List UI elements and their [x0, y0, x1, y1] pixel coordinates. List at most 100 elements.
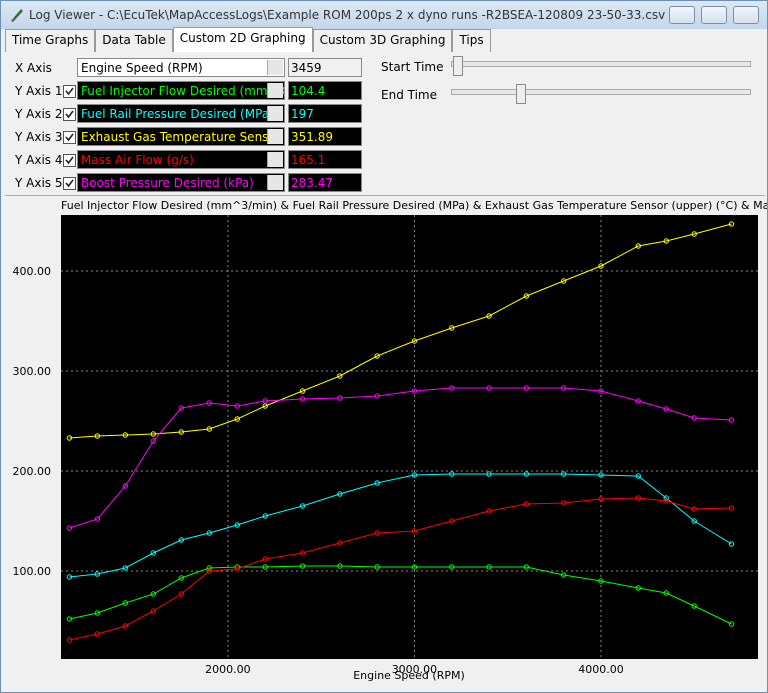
y-axis-combo[interactable]: Mass Air Flow (g/s) [77, 150, 285, 169]
y-tick-label: 300.00 [13, 365, 52, 378]
x-tick-label: 4000.00 [578, 663, 624, 676]
data-point [598, 496, 604, 502]
maximize-button[interactable] [701, 6, 727, 24]
data-point [374, 353, 380, 359]
tab[interactable]: Tips [452, 29, 491, 52]
data-point [150, 438, 157, 444]
data-point [206, 568, 212, 574]
separator [5, 195, 765, 196]
data-point [523, 501, 530, 507]
data-point [486, 508, 492, 514]
y-tick-label: 100.00 [13, 565, 52, 578]
data-point [560, 278, 567, 284]
data-point [122, 623, 129, 629]
close-button[interactable] [733, 6, 759, 24]
window-title: Log Viewer - C:\EcuTek\MapAccessLogs\Exa… [29, 8, 666, 22]
data-point [94, 433, 101, 439]
tab[interactable]: Custom 2D Graphing [172, 27, 313, 52]
data-point [728, 505, 735, 511]
series-line [69, 223, 732, 439]
data-point [94, 516, 101, 522]
data-point [560, 385, 567, 391]
checkbox[interactable] [63, 108, 76, 121]
checkbox[interactable] [63, 131, 76, 144]
data-point [234, 566, 240, 572]
data-point [262, 513, 268, 519]
data-point [206, 400, 212, 406]
checkbox[interactable] [63, 154, 76, 167]
data-point [598, 388, 604, 394]
data-point [560, 500, 567, 506]
data-point [66, 574, 73, 580]
data-point [178, 429, 185, 435]
data-point [411, 564, 418, 570]
y-readout: 351.89 [288, 127, 362, 146]
data-point [374, 480, 380, 486]
data-point [150, 608, 157, 614]
checkbox[interactable] [63, 177, 76, 190]
data-point [178, 591, 185, 597]
data-point [178, 537, 185, 543]
y-tick-label: 200.00 [13, 465, 52, 478]
y-readout: 165.1 [288, 150, 362, 169]
end-time-label: End Time [381, 88, 437, 102]
data-point [523, 471, 530, 477]
data-point [374, 530, 380, 536]
combo-text: Fuel Rail Pressure Desired (MPa) [81, 107, 274, 121]
data-point [150, 431, 157, 437]
data-point [486, 385, 492, 391]
chart: Fuel Injector Flow Desired (mm^3/min) & … [13, 199, 768, 682]
data-point [206, 565, 212, 571]
x-axis-label: X Axis [15, 61, 52, 75]
y-axis-combo[interactable]: Fuel Rail Pressure Desired (MPa) [77, 104, 285, 123]
data-point [691, 518, 697, 524]
data-point [663, 590, 669, 596]
data-point [178, 575, 185, 581]
data-point [598, 472, 604, 478]
y-axis-label: Y Axis 2 [15, 107, 63, 121]
data-point [411, 338, 418, 344]
data-point [635, 243, 641, 249]
tab[interactable]: Custom 3D Graphing [312, 29, 453, 52]
y-axis-label: Y Axis 1 [15, 84, 63, 98]
data-point [691, 231, 697, 237]
series-line [69, 473, 732, 578]
data-point [66, 616, 73, 622]
minimize-button[interactable] [669, 6, 695, 24]
combo-button [267, 152, 283, 167]
data-point [262, 398, 268, 404]
end-time-slider[interactable] [451, 89, 751, 95]
data-point [663, 406, 669, 412]
x-tick-label: 2000.00 [205, 663, 251, 676]
data-point [598, 578, 604, 584]
checkbox[interactable] [63, 85, 76, 98]
data-point [635, 585, 641, 591]
data-point [337, 540, 343, 546]
y-tick-label: 400.00 [13, 265, 52, 278]
data-point [262, 403, 268, 409]
y-axis-combo[interactable]: Exhaust Gas Temperature Sensor (upper) [77, 127, 285, 146]
data-point [663, 495, 669, 501]
y-axis-combo[interactable]: Boost Pressure Desired (kPa) [77, 173, 285, 192]
end-thumb[interactable] [516, 84, 526, 104]
tab[interactable]: Data Table [95, 29, 173, 52]
x-axis-combo[interactable]: Engine Speed (RPM) [77, 58, 285, 77]
data-point [486, 313, 492, 319]
data-point [234, 522, 240, 528]
data-point [94, 571, 101, 577]
combo-text: Boost Pressure Desired (kPa) [81, 176, 254, 190]
data-point [411, 388, 418, 394]
data-point [523, 385, 530, 391]
y-axis-combo[interactable]: Fuel Injector Flow Desired (mm^3/min) [77, 81, 285, 100]
start-thumb[interactable] [453, 56, 463, 76]
data-point [663, 498, 669, 504]
data-point [66, 637, 73, 643]
combo-button [267, 175, 283, 190]
series-line [69, 497, 732, 641]
data-point [523, 293, 530, 299]
data-point [486, 564, 492, 570]
start-time-slider[interactable] [451, 61, 751, 67]
app-icon [11, 9, 23, 22]
tab[interactable]: Time Graphs [5, 29, 96, 52]
